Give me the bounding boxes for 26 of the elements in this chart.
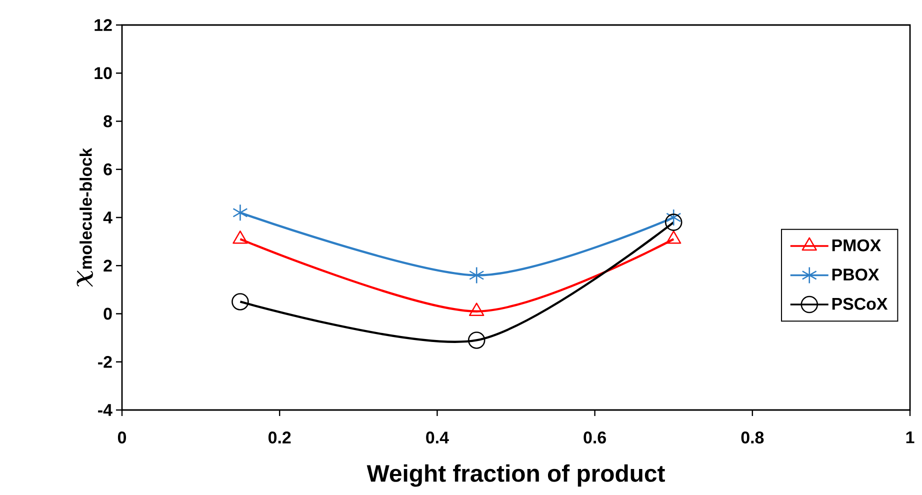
- x-tick-label: 0.6: [584, 432, 606, 444]
- x-tick-label: 0.2: [268, 432, 291, 444]
- y-tick-label: 12: [94, 19, 112, 31]
- legend-label: PSCoX: [832, 298, 888, 310]
- point: [232, 204, 248, 222]
- point: [664, 214, 682, 231]
- y-tick-label: -4: [98, 404, 112, 416]
- legend-label: PMOX: [832, 239, 881, 252]
- y-tick-label: 0: [104, 308, 112, 320]
- x-tick-label: 1: [906, 432, 914, 444]
- y-tick-label: 2: [104, 260, 112, 272]
- legend-label: PBOX: [832, 268, 880, 281]
- point: [232, 293, 249, 310]
- y-tick-label: 10: [94, 67, 112, 80]
- y-tick-label: 8: [104, 115, 112, 128]
- x-axis-title: Weight fraction of product: [366, 464, 665, 487]
- point: [666, 208, 682, 226]
- point: [469, 266, 484, 284]
- y-tick-label: 4: [103, 212, 112, 224]
- x-tick-label: 0.8: [741, 432, 764, 444]
- y-tick-label: 6: [104, 163, 112, 176]
- y-axis-title: $\boldsymbol{\chi}_{\textbf{molecule-block}}$: [76, 148, 93, 287]
- x-tick-label: 0.4: [426, 432, 449, 444]
- x-tick-label: 0: [118, 432, 126, 444]
- point: [468, 332, 486, 349]
- y-tick-label: -2: [98, 356, 112, 368]
